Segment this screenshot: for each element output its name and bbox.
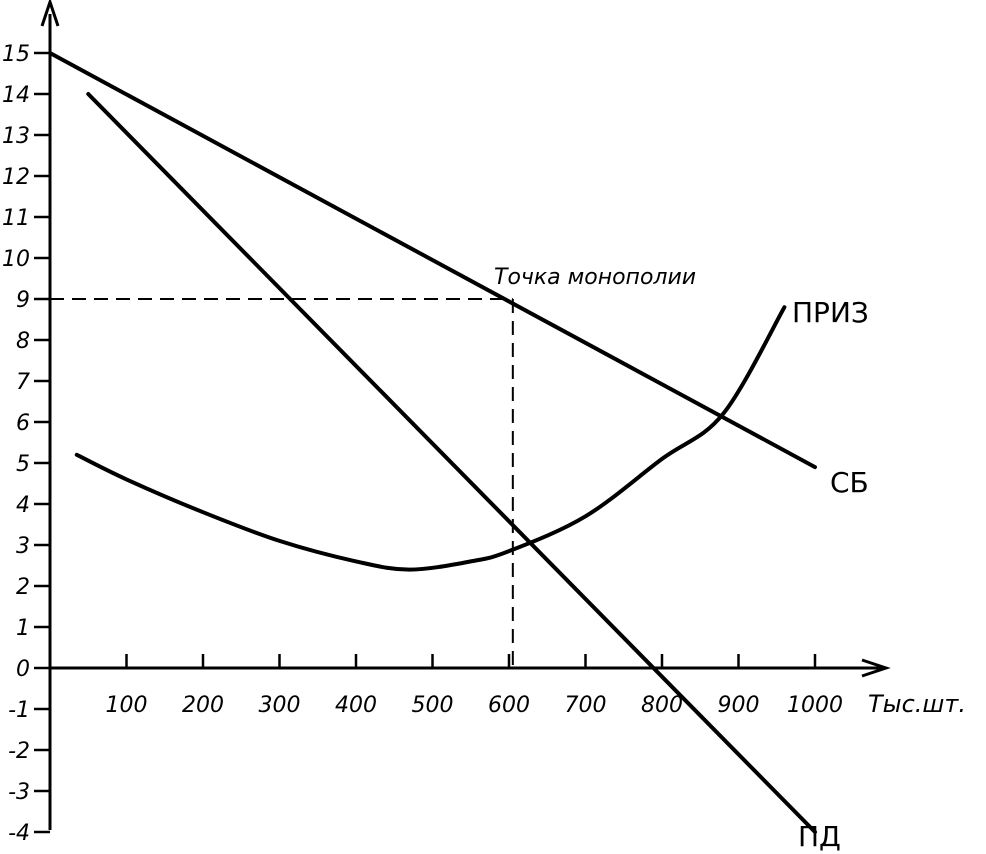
series-label-СБ: СБ: [830, 466, 869, 499]
y-axis-arrow: [40, 0, 60, 27]
x-tick-label: 100: [106, 693, 148, 718]
x-tick-label: 600: [488, 693, 530, 718]
series-label-ПД: ПД: [798, 820, 841, 853]
y-tick-label: 7: [16, 370, 30, 395]
y-tick-label: -1: [8, 698, 30, 723]
y-tick-label: 4: [16, 493, 30, 518]
series-layer: [48, 51, 817, 834]
annotation-0: Точка монополии: [494, 265, 696, 290]
series-ПД-line: [86, 92, 817, 834]
series-label-ПРИЗ: ПРИЗ: [792, 296, 869, 329]
y-tick-label: 14: [2, 83, 30, 108]
x-tick-label: 900: [718, 693, 760, 718]
x-tick-label: 800: [641, 693, 683, 718]
y-tick-label: 8: [16, 329, 30, 354]
y-tick-label: 11: [2, 206, 30, 231]
series-ПРИЗ-line: [74, 305, 787, 572]
y-tick-label: 10: [2, 247, 30, 272]
y-tick-label: -3: [8, 780, 30, 805]
x-tick-label: 400: [335, 693, 377, 718]
x-tick-label: 500: [412, 693, 454, 718]
guides-layer: [50, 298, 514, 668]
x-tick-label: 300: [259, 693, 301, 718]
axes-layer: [34, 0, 891, 834]
y-tick-label: 9: [16, 288, 30, 313]
y-tick-label: 6: [16, 411, 30, 436]
x-axis-arrow: [861, 658, 891, 678]
x-tick-label: 200: [182, 693, 224, 718]
x-tick-label: 1000: [787, 693, 843, 718]
y-tick-label: -4: [8, 821, 30, 846]
y-tick-label: 0: [16, 657, 30, 682]
y-tick-label: 15: [2, 42, 30, 67]
x-axis-label: Тыс.шт.: [868, 690, 966, 718]
y-tick-label: -2: [8, 739, 30, 764]
y-tick-label: 12: [2, 165, 30, 190]
y-tick-label: 13: [2, 124, 30, 149]
x-tick-label: 700: [565, 693, 607, 718]
y-tick-label: 2: [16, 575, 30, 600]
y-tick-label: 3: [16, 534, 30, 559]
y-tick-label: 1: [16, 616, 30, 641]
series-СБ-line: [48, 51, 817, 470]
y-tick-label: 5: [16, 452, 30, 477]
